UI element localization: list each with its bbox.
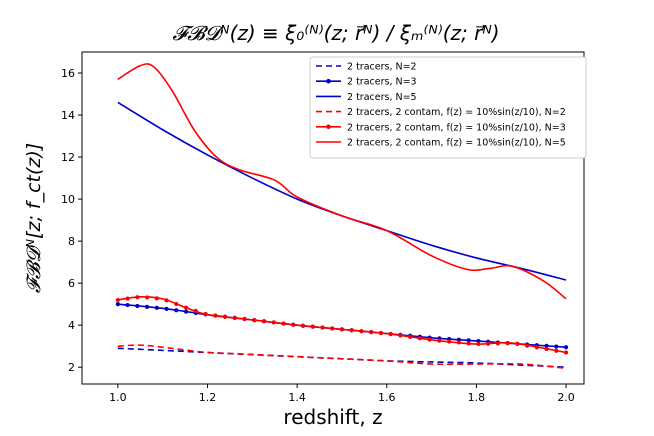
series-point-5 (388, 332, 393, 337)
series-point-2 (554, 344, 559, 349)
series-point-5 (534, 345, 539, 350)
series-point-5 (456, 340, 461, 345)
y-tick-label: 8 (68, 235, 75, 248)
plot-area (81, 51, 585, 385)
series-point-5 (554, 348, 559, 353)
y-tick-label: 6 (68, 277, 75, 290)
y-tick-label: 2 (68, 361, 75, 374)
series-point-2 (544, 343, 549, 348)
series-point-5 (261, 319, 267, 324)
y-tick-label: 4 (68, 319, 75, 332)
series-point-5 (563, 350, 569, 355)
series-point-5 (242, 316, 247, 322)
legend-entry: 2 tracers, N=3 (347, 77, 417, 88)
x-axis-label: redshift, z (283, 405, 382, 429)
series-point-5 (164, 298, 169, 303)
series-point-5 (339, 327, 345, 332)
series-point-5 (359, 329, 364, 334)
series-point-2 (476, 338, 481, 344)
legend-entry: 2 tracers, 2 contam, f(z) = 10%sin(z/10)… (347, 107, 566, 118)
series-point-5 (320, 325, 325, 330)
series-point-5 (174, 301, 179, 307)
series-point-2 (183, 309, 189, 314)
series-line-4 (117, 344, 567, 370)
series-point-5 (291, 322, 296, 327)
series-point-5 (408, 334, 413, 339)
series-point-5 (300, 323, 306, 328)
legend: 2 tracers, N=2 2 tracers, N=3 2 tracers, N… (309, 56, 587, 159)
series-point-5 (398, 333, 403, 338)
series-point-5 (222, 314, 228, 319)
series-point-2 (144, 304, 150, 309)
series-point-2 (563, 345, 569, 350)
legend-box (309, 56, 587, 159)
y-tick-label: 12 (61, 151, 75, 164)
series-point-5 (281, 321, 286, 326)
y-tick-label: 10 (61, 193, 75, 206)
series-point-5 (330, 326, 335, 331)
series-point-5 (135, 295, 140, 300)
legend-entry: 2 tracers, 2 contam, f(z) = 10%sin(z/10)… (347, 138, 566, 149)
series-point-5 (369, 330, 374, 335)
series-point-2 (174, 308, 179, 313)
series-point-2 (164, 306, 169, 312)
x-axis: 1.0 1.2 1.4 1.6 1.8 2.0 (109, 384, 575, 404)
series-point-5 (437, 338, 442, 343)
series-point-5 (271, 320, 276, 325)
series-point-5 (154, 296, 159, 301)
series-point-5 (544, 346, 549, 352)
legend-entry: 2 tracers, N=2 (347, 62, 417, 73)
y-tick-label: 14 (61, 109, 75, 122)
series-point-5 (144, 295, 150, 300)
series-point-5 (515, 341, 520, 347)
x-tick-label: 1.0 (109, 391, 127, 404)
series-point-2 (125, 302, 130, 308)
series-point-5 (213, 313, 218, 318)
series-point-5 (349, 328, 354, 333)
series-point-5 (417, 336, 423, 341)
series-point-5 (524, 343, 530, 348)
x-tick-label: 1.4 (288, 391, 306, 404)
legend-entry: 2 tracers, 2 contam, f(z) = 10%sin(z/10)… (347, 122, 566, 133)
legend-marker (326, 78, 331, 84)
series-point-5 (203, 311, 208, 317)
x-tick-label: 1.2 (199, 391, 217, 404)
x-tick-label: 2.0 (557, 391, 575, 404)
x-tick-label: 1.8 (468, 391, 486, 404)
chart-title: 𝓕𝓑𝓓ᴺ(z) ≡ ξ₀⁽ᴺ⁾(z; r⃗ᴺ) / ξₘ⁽ᴺ⁾(z; r⃗ᴺ) (172, 21, 499, 45)
series-point-2 (115, 302, 120, 307)
series-point-5 (505, 341, 510, 346)
series-line-6 (117, 63, 567, 300)
y-tick-label: 16 (61, 67, 75, 80)
series-point-5 (476, 341, 481, 347)
series-point-5 (115, 297, 120, 303)
series-point-5 (447, 339, 452, 344)
series-point-5 (378, 330, 384, 336)
series-layer (115, 63, 569, 370)
series-point-5 (466, 341, 471, 346)
series-point-5 (252, 318, 257, 323)
y-axis: 2 4 6 8 10 12 14 16 (61, 67, 82, 374)
series-point-5 (193, 308, 198, 313)
series-point-5 (495, 341, 500, 346)
y-axis-label: 𝓕𝓑𝓓ᴺ[z; f_ct(z)] (23, 143, 45, 293)
series-point-5 (310, 324, 315, 329)
series-point-5 (232, 315, 237, 320)
series-point-2 (466, 338, 471, 343)
series-point-5 (125, 296, 130, 301)
legend-entry: 2 tracers, N=5 (347, 92, 417, 103)
series-point-5 (183, 305, 189, 310)
series-point-2 (154, 305, 159, 310)
series-point-5 (486, 341, 491, 346)
x-tick-label: 1.6 (378, 391, 396, 404)
series-point-5 (427, 337, 432, 342)
legend-marker (326, 124, 331, 130)
series-point-2 (135, 303, 140, 309)
